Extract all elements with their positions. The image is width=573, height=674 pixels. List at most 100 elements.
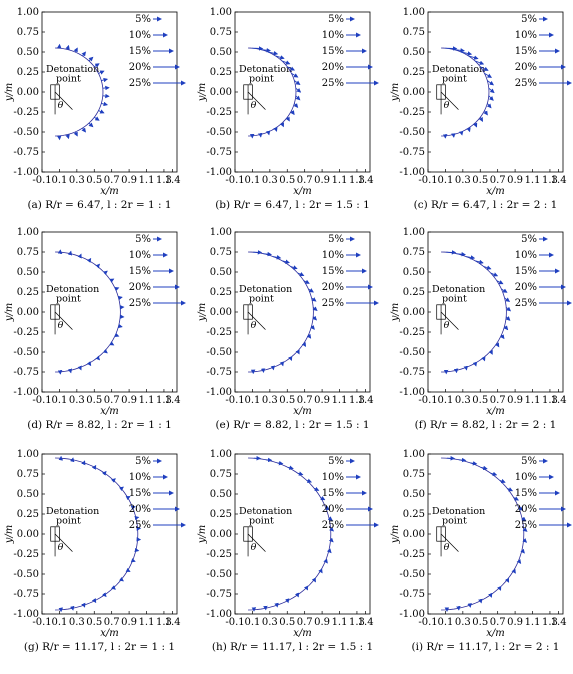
vector-arrow [487, 80, 495, 86]
vector-arrow [504, 577, 510, 583]
panel-a: 1.00 0.75 0.50 0.25 0.00 -0.25 -0.50 -0.75 -1.00… [4, 7, 186, 211]
vector-arrow [81, 51, 86, 57]
vector-arrow [88, 122, 94, 128]
vector-arrow [101, 101, 109, 107]
vector-arrow [109, 278, 115, 283]
detonation-label: Detonation [432, 284, 485, 295]
detonation-label: Detonation [432, 506, 485, 517]
detonation-label: Detonation [239, 506, 292, 517]
x-tick-label: 0.1 [437, 617, 453, 628]
x-tick-label: -0.1 [32, 175, 51, 186]
y-tick-label: -1.00 [206, 609, 232, 620]
x-tick-label: 1.4 [551, 617, 567, 628]
legend-label: 10% [129, 250, 151, 261]
legend-label: 20% [515, 504, 537, 515]
vector-arrow [488, 592, 493, 598]
x-tick-label: 0.3 [262, 395, 278, 406]
x-tick-label: -0.1 [418, 175, 437, 186]
legend-label: 10% [515, 250, 537, 261]
x-tick-label: 0.5 [472, 395, 488, 406]
y-tick-label: 0.25 [210, 287, 232, 298]
y-tick-label: 0.75 [403, 469, 425, 480]
plot-frame [234, 453, 371, 615]
y-tick-label: -0.50 [206, 569, 232, 580]
y-tick-label: 1.00 [210, 449, 232, 460]
legend-label: 5% [135, 456, 151, 467]
x-tick-label: 0.9 [507, 617, 523, 628]
vector-arrow [268, 51, 279, 56]
legend-label: 5% [521, 234, 537, 245]
x-tick-label: -0.1 [225, 617, 244, 628]
y-tick-label: 0.50 [403, 267, 425, 278]
vector-arrow [98, 70, 105, 75]
legend-label: 15% [129, 46, 151, 57]
detonation-point-label: point [442, 74, 467, 85]
x-axis-label: x/m [486, 406, 505, 417]
vector-arrow [312, 306, 318, 312]
vector-arrow [469, 461, 478, 466]
x-tick-label: 0.5 [86, 617, 102, 628]
vector-arrow [456, 251, 466, 257]
vector-arrow [488, 87, 495, 94]
x-tick-label: 0.9 [121, 175, 137, 186]
x-tick-label: -0.1 [418, 395, 437, 406]
vector-arrow [475, 259, 484, 265]
y-tick-label: 0.50 [17, 47, 39, 58]
vector-arrow [297, 272, 305, 277]
y-tick-label: 1.00 [403, 7, 425, 18]
theta-label: θ [251, 100, 257, 111]
vector-arrow [494, 342, 500, 348]
vector-arrow [507, 487, 514, 492]
theta-label: θ [444, 320, 450, 331]
detonation-point-label: point [56, 516, 81, 527]
y-axis-label: y/m [197, 525, 208, 545]
arc-curve [55, 251, 121, 373]
plot-frame [427, 231, 564, 393]
x-tick-label: -0.1 [225, 395, 244, 406]
y-tick-label: -0.50 [13, 347, 39, 358]
y-tick-label: 0.00 [210, 87, 232, 98]
vector-arrow [516, 559, 522, 564]
y-axis-label: y/m [4, 303, 15, 323]
detonation-label: Detonation [46, 64, 99, 75]
x-tick-label: 0.3 [69, 617, 85, 628]
y-tick-label: -0.75 [206, 367, 232, 378]
vector-arrow [488, 95, 494, 101]
vector-arrow [505, 316, 511, 321]
vector-arrow [86, 257, 92, 263]
vector-arrow [483, 110, 488, 116]
y-axis-label: y/m [197, 83, 208, 103]
x-tick-label: -0.1 [418, 617, 437, 628]
legend-label: 20% [322, 282, 344, 293]
panel-caption: (b) R/r = 6.47, l : 2r = 1.5 : 1 [215, 199, 370, 211]
vector-arrow [499, 334, 505, 340]
x-tick-label: -0.1 [32, 395, 51, 406]
vector-arrow [117, 295, 123, 301]
y-axis-label: y/m [4, 525, 15, 545]
y-tick-label: 0.25 [17, 287, 39, 298]
panel-h: 1.00 0.75 0.50 0.25 0.00 -0.25 -0.50 -0.75 -1.00… [197, 449, 379, 653]
vector-arrow [323, 558, 328, 564]
y-tick-label: 0.25 [17, 509, 39, 520]
vector-arrow [522, 538, 528, 543]
y-tick-label: 0.00 [403, 87, 425, 98]
y-axis-label: y/m [390, 303, 401, 323]
vector-arrow [101, 77, 109, 83]
panel-e: 1.00 0.75 0.50 0.25 0.00 -0.25 -0.50 -0.75 -1.00… [197, 227, 379, 431]
y-tick-label: -0.50 [206, 347, 232, 358]
x-tick-label: 1.3 [349, 617, 365, 628]
y-tick-label: 0.25 [17, 67, 39, 78]
vector-arrow [311, 297, 317, 302]
vector-arrow [311, 577, 316, 583]
x-tick-label: 0.3 [262, 617, 278, 628]
vector-arrow [73, 131, 78, 137]
panel-caption: (c) R/r = 6.47, l : 2r = 2 : 1 [414, 199, 558, 211]
vector-arrow [111, 478, 116, 483]
x-axis-label: x/m [293, 628, 312, 639]
legend-label: 5% [521, 14, 537, 25]
y-tick-label: 0.25 [210, 67, 232, 78]
detonation-label: Detonation [46, 284, 99, 295]
x-tick-label: 0.5 [279, 175, 295, 186]
y-tick-label: 0.00 [17, 307, 39, 318]
